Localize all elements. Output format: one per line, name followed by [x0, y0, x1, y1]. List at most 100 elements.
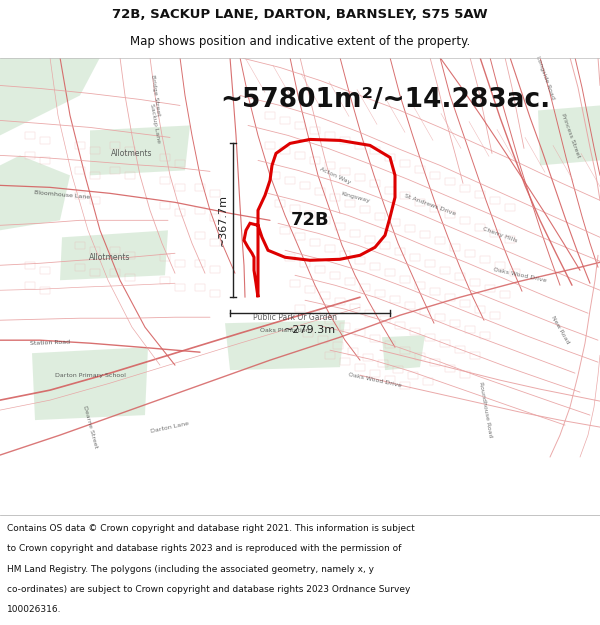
- Bar: [175, 161, 185, 168]
- Bar: [378, 360, 388, 367]
- Bar: [395, 322, 405, 329]
- Bar: [340, 168, 350, 176]
- Bar: [25, 132, 35, 139]
- Text: 72B: 72B: [290, 211, 329, 229]
- Bar: [385, 341, 395, 348]
- Bar: [285, 177, 295, 184]
- Bar: [280, 118, 290, 124]
- Bar: [370, 263, 380, 270]
- Bar: [90, 148, 100, 154]
- Bar: [265, 142, 275, 149]
- Bar: [90, 269, 100, 276]
- Bar: [325, 245, 335, 252]
- Bar: [410, 328, 420, 335]
- Bar: [295, 152, 305, 159]
- Bar: [325, 162, 335, 169]
- Bar: [370, 148, 380, 154]
- Bar: [160, 278, 170, 284]
- Polygon shape: [0, 156, 70, 230]
- Bar: [175, 209, 185, 216]
- Text: 72B, SACKUP LANE, DARTON, BARNSLEY, S75 5AW: 72B, SACKUP LANE, DARTON, BARNSLEY, S75 …: [112, 8, 488, 21]
- Bar: [335, 223, 345, 230]
- Bar: [360, 284, 370, 291]
- Bar: [195, 284, 205, 291]
- Bar: [460, 186, 470, 192]
- Polygon shape: [60, 230, 168, 280]
- Bar: [90, 198, 100, 204]
- Text: Darton Lane: Darton Lane: [151, 421, 190, 434]
- Bar: [490, 230, 500, 238]
- Bar: [330, 272, 340, 279]
- Text: Oaks Plantation: Oaks Plantation: [260, 328, 310, 332]
- Bar: [505, 236, 515, 243]
- Bar: [275, 201, 285, 208]
- Bar: [75, 242, 85, 249]
- Bar: [435, 314, 445, 321]
- Bar: [405, 226, 415, 232]
- Bar: [435, 238, 445, 244]
- Bar: [445, 211, 455, 218]
- Bar: [465, 250, 475, 258]
- Bar: [423, 378, 433, 385]
- Bar: [310, 311, 320, 318]
- Bar: [430, 173, 440, 179]
- Text: 100026316.: 100026316.: [7, 605, 62, 614]
- Bar: [385, 188, 395, 194]
- Bar: [195, 260, 205, 268]
- Bar: [110, 168, 120, 174]
- Bar: [175, 260, 185, 268]
- Bar: [365, 236, 375, 243]
- Bar: [40, 138, 50, 144]
- Bar: [25, 262, 35, 269]
- Bar: [370, 181, 380, 188]
- Bar: [470, 279, 480, 286]
- Text: Allotments: Allotments: [111, 149, 153, 158]
- Bar: [280, 228, 290, 234]
- Bar: [160, 154, 170, 161]
- Bar: [348, 348, 358, 355]
- Bar: [265, 112, 275, 119]
- Bar: [370, 370, 380, 377]
- Bar: [303, 330, 313, 338]
- Text: Station Road: Station Road: [30, 340, 70, 346]
- Bar: [40, 288, 50, 294]
- Bar: [500, 291, 510, 298]
- Bar: [460, 217, 470, 224]
- Bar: [455, 346, 465, 353]
- Bar: [355, 364, 365, 371]
- Bar: [300, 182, 310, 189]
- Bar: [450, 244, 460, 251]
- Bar: [445, 365, 455, 372]
- Bar: [305, 286, 315, 293]
- Bar: [270, 173, 280, 179]
- Bar: [380, 316, 390, 323]
- Bar: [425, 260, 435, 268]
- Bar: [295, 233, 305, 240]
- Bar: [40, 158, 50, 164]
- Bar: [440, 340, 450, 347]
- Bar: [495, 262, 505, 269]
- Bar: [333, 342, 343, 349]
- Bar: [345, 278, 355, 285]
- Bar: [475, 191, 485, 198]
- Bar: [465, 326, 475, 333]
- Bar: [355, 174, 365, 181]
- Polygon shape: [32, 347, 148, 420]
- Text: ~57801m²/~14.283ac.: ~57801m²/~14.283ac.: [220, 88, 550, 114]
- Bar: [210, 266, 220, 273]
- Bar: [420, 231, 430, 238]
- Bar: [450, 320, 460, 328]
- Bar: [355, 258, 365, 264]
- Bar: [325, 352, 335, 359]
- Bar: [415, 282, 425, 289]
- Text: to Crown copyright and database rights 2023 and is reproduced with the permissio: to Crown copyright and database rights 2…: [7, 544, 401, 553]
- Bar: [160, 254, 170, 261]
- Bar: [385, 154, 395, 161]
- Bar: [460, 300, 470, 308]
- Bar: [485, 285, 495, 292]
- Bar: [330, 194, 340, 201]
- Bar: [390, 219, 400, 226]
- Bar: [355, 329, 365, 336]
- Bar: [445, 294, 455, 301]
- Bar: [315, 266, 325, 273]
